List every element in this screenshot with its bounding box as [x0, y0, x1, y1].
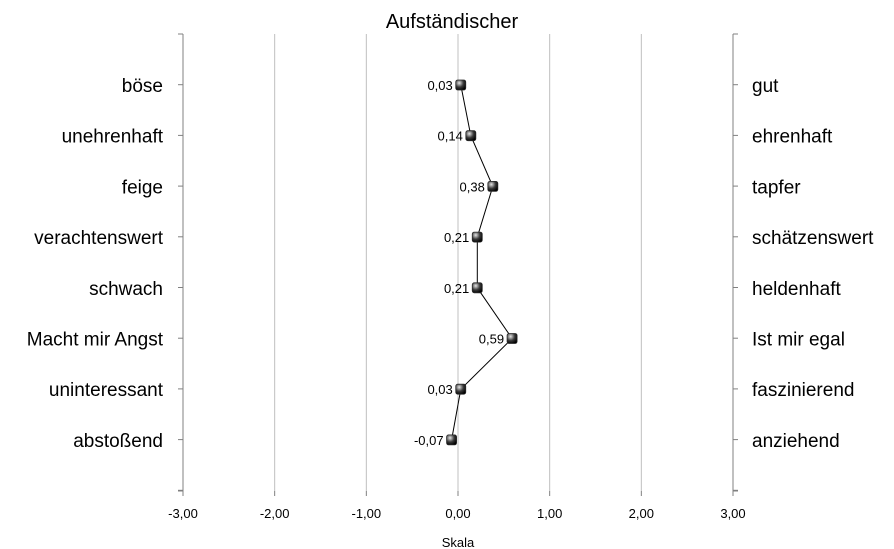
data-label: -0,07	[414, 433, 444, 448]
x-tick-label: 3,00	[720, 506, 745, 521]
x-tick-label: 0,00	[445, 506, 470, 521]
left-category-label: Macht mir Angst	[27, 330, 164, 351]
series-line	[451, 84, 513, 440]
series: 0,03 0,14 0,38 0,21 0,21 0,59 0,03 -0,07	[414, 78, 518, 448]
x-tick-labels: -3,00 -2,00 -1,00 0,00 1,00 2,00 3,00	[168, 506, 745, 521]
data-point	[471, 282, 483, 294]
right-category-label: schätzenswert	[752, 228, 874, 249]
chart-title: Aufständischer	[386, 11, 519, 33]
category-labels: böse unehrenhaft feige verachtenswert schwac…	[27, 76, 874, 452]
x-tick-label: 1,00	[537, 506, 562, 521]
left-category-label: abstoßend	[73, 431, 163, 452]
data-label: 0,59	[479, 332, 504, 347]
x-tick-label: 2,00	[629, 506, 654, 521]
left-category-label: verachtenswert	[34, 228, 164, 249]
right-category-label: Ist mir egal	[752, 330, 845, 351]
data-label: 0,14	[438, 129, 463, 144]
left-category-label: uninteressant	[49, 380, 164, 401]
right-category-label: tapfer	[752, 177, 801, 198]
axes	[178, 33, 738, 496]
data-point	[506, 333, 518, 344]
data-point	[487, 180, 499, 192]
x-tick-label: -1,00	[352, 506, 382, 521]
x-tick-label: -2,00	[260, 506, 290, 521]
data-label: 0,21	[444, 281, 469, 296]
right-category-label: ehrenhaft	[752, 127, 833, 148]
data-label: 0,21	[444, 230, 469, 245]
data-label: 0,03	[427, 78, 452, 93]
data-point	[455, 383, 467, 395]
left-category-label: feige	[122, 177, 163, 198]
right-category-label: heldenhaft	[752, 279, 841, 300]
data-label: 0,03	[427, 382, 452, 397]
data-point	[446, 434, 457, 446]
left-category-label: schwach	[89, 279, 163, 300]
x-axis-label: Skala	[442, 535, 475, 549]
left-category-label: böse	[122, 76, 163, 97]
right-category-label: gut	[752, 76, 779, 97]
data-point	[471, 231, 483, 243]
gridlines	[274, 34, 642, 491]
x-tick-label: -3,00	[168, 506, 198, 521]
data-point	[465, 130, 477, 142]
data-label: 0,38	[460, 179, 485, 194]
data-point	[455, 79, 467, 91]
right-category-label: faszinierend	[752, 380, 854, 401]
left-category-label: unehrenhaft	[62, 127, 164, 148]
right-category-label: anziehend	[752, 431, 840, 452]
